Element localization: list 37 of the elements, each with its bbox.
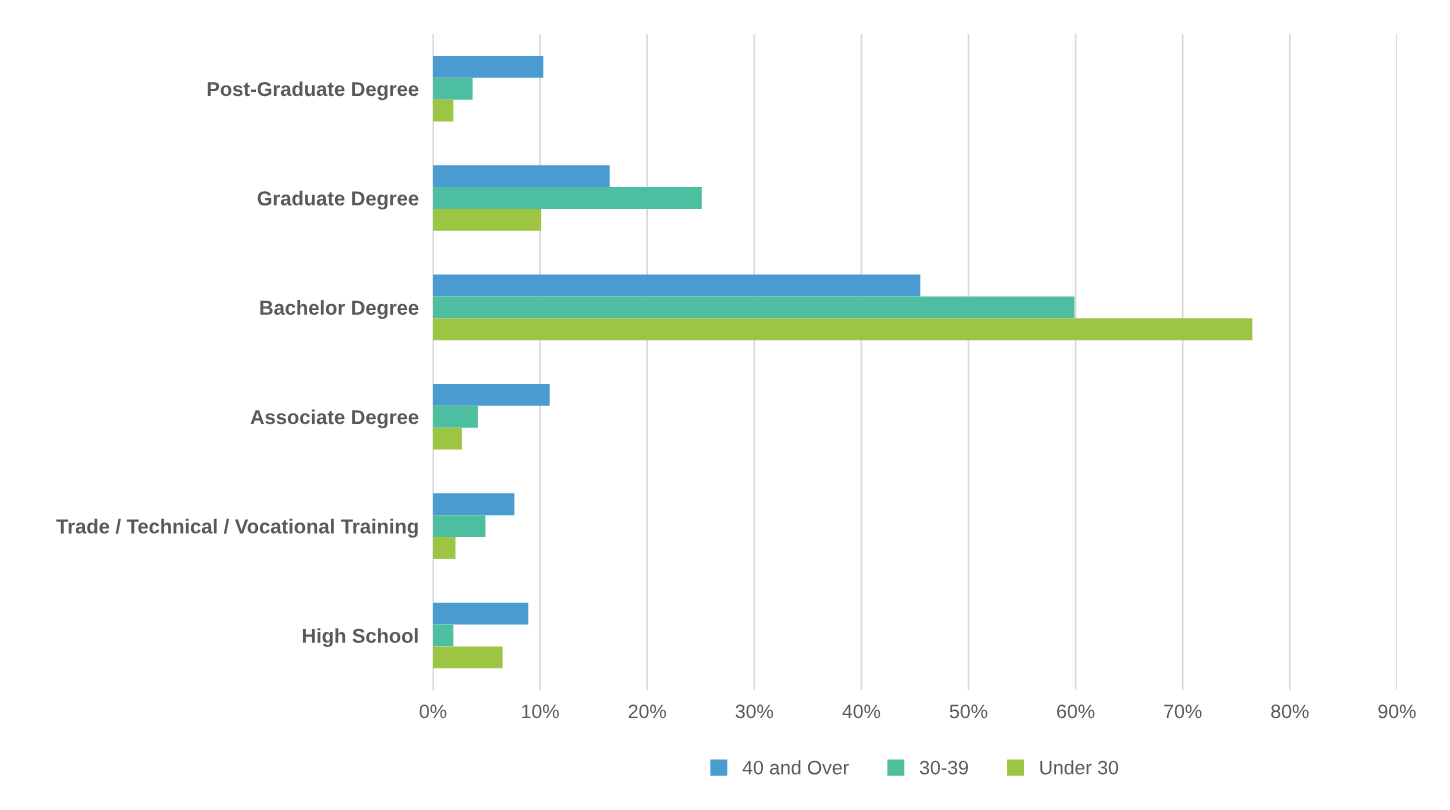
x-tick-label: 70%: [1164, 704, 1202, 719]
x-tick-label: 50%: [949, 704, 988, 719]
bar: [432, 296, 1075, 319]
y-tick-label: Graduate Degree: [257, 190, 419, 210]
y-tick-label: Post-Graduate Degree: [207, 81, 419, 101]
legend-label: 40 and Over: [742, 760, 849, 775]
legend-label: 30-39: [919, 760, 968, 775]
bar: [432, 187, 702, 209]
bar: [432, 55, 544, 78]
bar: [432, 274, 921, 297]
legend-label: Under 30: [1040, 760, 1119, 775]
bar: [432, 208, 542, 231]
y-tick-label: Associate Degree: [250, 409, 419, 429]
bar: [432, 646, 503, 669]
y-tick-label: Bachelor Degree: [260, 300, 419, 319]
x-tick-label: 40%: [842, 704, 881, 719]
x-tick-label: 0%: [419, 704, 447, 719]
bar: [432, 99, 454, 122]
bar: [432, 493, 515, 516]
bar: [432, 537, 456, 559]
x-tick-label: 10%: [522, 704, 559, 719]
bar: [432, 165, 610, 188]
bar: [432, 77, 473, 100]
x-tick-label: 80%: [1271, 704, 1309, 719]
y-tick-label: High School: [302, 628, 418, 648]
x-tick-label: 90%: [1378, 704, 1416, 719]
bar: [432, 318, 1253, 341]
bar: [432, 383, 550, 406]
x-tick-label: 60%: [1057, 704, 1095, 719]
bar: [432, 624, 454, 647]
bar: [432, 427, 462, 450]
y-tick-label: Trade / Technical / Vocational Training: [56, 518, 418, 538]
bar: [432, 602, 529, 625]
bar: [432, 515, 486, 538]
x-tick-label: 30%: [735, 704, 774, 719]
x-tick-label: 20%: [628, 704, 666, 719]
bar: [432, 405, 478, 428]
